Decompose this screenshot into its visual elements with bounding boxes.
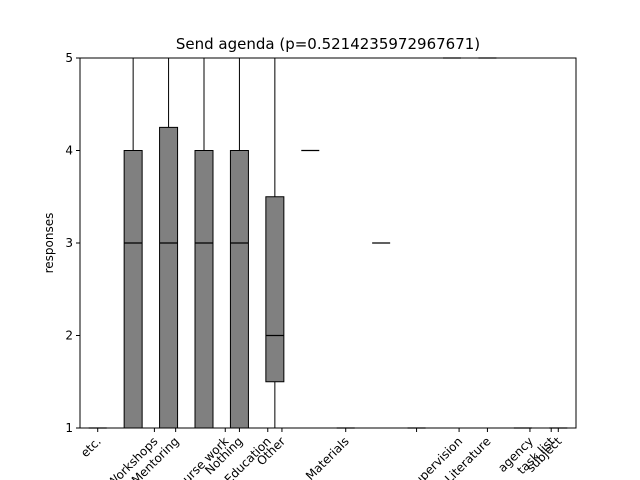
x-tick-label: etc. [78, 434, 104, 460]
boxes-group [88, 57, 568, 429]
box-5 [229, 58, 249, 429]
y-tick-label: 3 [65, 236, 73, 250]
box-3 [159, 58, 179, 429]
box-body [229, 150, 249, 429]
box-body [159, 126, 179, 429]
y-tick-label: 4 [65, 144, 73, 158]
chart-title: Send agenda (p=0.5214235972967671) [176, 35, 480, 53]
x-tick-label: Materials [303, 434, 352, 480]
y-axis-ticks: 1 2 3 4 5 [65, 51, 80, 435]
box-body [123, 150, 143, 429]
box-body [265, 196, 285, 383]
box-2 [123, 58, 143, 429]
y-tick-label: 5 [65, 51, 73, 65]
box-4 [194, 58, 214, 429]
y-tick-label: 1 [65, 421, 73, 435]
box-6 [265, 58, 285, 428]
y-axis-label: responses [42, 213, 56, 274]
box-body [194, 150, 214, 429]
plot-frame [79, 57, 577, 429]
y-tick-label: 2 [65, 329, 73, 343]
